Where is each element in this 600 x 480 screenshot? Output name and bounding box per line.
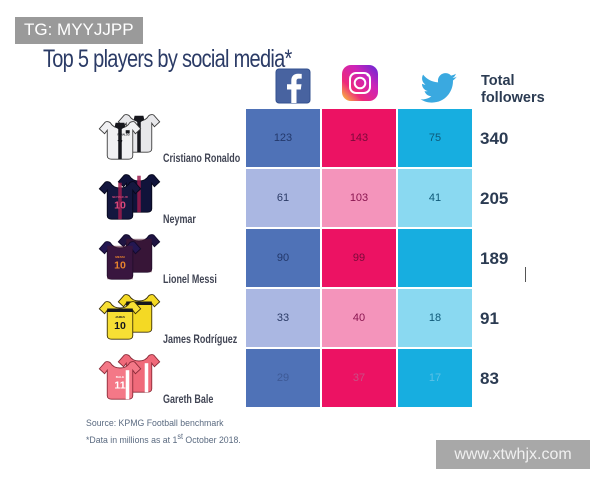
svg-text:BALE: BALE <box>116 375 124 379</box>
svg-text:11: 11 <box>114 380 125 392</box>
svg-text:10: 10 <box>114 320 126 332</box>
svg-text:MESSI: MESSI <box>115 255 125 259</box>
svg-text:NEYMAR JR: NEYMAR JR <box>112 195 128 199</box>
svg-text:7: 7 <box>117 139 122 150</box>
svg-text:RONALDO: RONALDO <box>117 133 129 136</box>
svg-text:JAMES: JAMES <box>115 315 125 319</box>
svg-text:10: 10 <box>114 260 126 272</box>
svg-text:10: 10 <box>114 200 126 212</box>
